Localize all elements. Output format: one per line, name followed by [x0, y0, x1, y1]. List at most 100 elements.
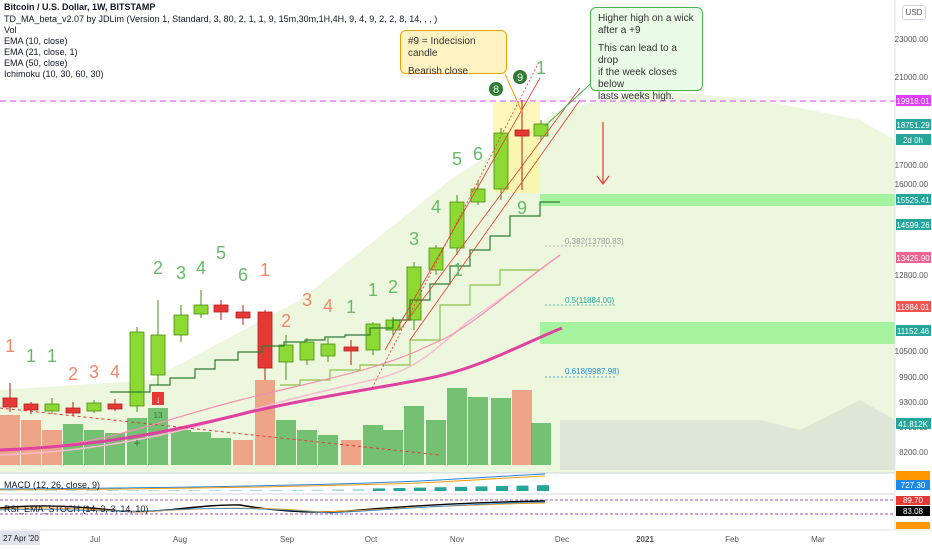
macd-hist-bar — [86, 490, 98, 491]
price-tick: 10500.00 — [895, 347, 929, 356]
support-zone-upper — [540, 194, 895, 206]
td-count-green: 4 — [196, 258, 206, 278]
chart-title: Bitcoin / U.S. Dollar, 1W, BITSTAMP — [4, 2, 156, 12]
trend-line-5 — [0, 407, 441, 456]
volume-bar — [426, 420, 446, 465]
higher-high-line4: if the week closes below — [598, 67, 677, 90]
ema-21 — [0, 254, 561, 451]
fib-label-0382: 0.382(13780.83) — [565, 237, 624, 246]
indicator-ema-21[interactable]: EMA (21, close, 1) — [4, 47, 78, 57]
indicator-ichimoku[interactable]: Ichimoku (10, 30, 60, 30) — [4, 69, 104, 79]
ema-10 — [0, 254, 561, 456]
higher-high-line3: This can lead to a drop — [598, 43, 677, 66]
buy-signal-plus: + — [133, 436, 140, 450]
td-count-green: 1 — [368, 280, 378, 300]
td-count-green: 4 — [431, 197, 441, 217]
indicator-ema-50[interactable]: EMA (50, close) — [4, 58, 68, 68]
candle-body — [129, 331, 145, 407]
candle-body — [86, 402, 102, 412]
time-label: Nov — [450, 535, 464, 544]
candle-body — [44, 403, 60, 412]
price-tick: 17000.00 — [895, 161, 929, 170]
volume-bar — [21, 420, 41, 465]
higher-high-callout: Higher high on a wick after a +9 This ca… — [590, 7, 703, 102]
trend-line-2 — [384, 77, 541, 351]
candle-body — [235, 311, 251, 319]
volume-bar — [127, 418, 147, 465]
candle-body — [2, 397, 18, 408]
price-tick: 16000.00 — [895, 180, 929, 189]
volume-bar — [404, 406, 424, 465]
macd-hist-bar — [414, 487, 426, 491]
price-axis-labels: 19918.01 18751.29 2d 0h 15525.41 14599.26 134… — [896, 95, 931, 429]
volume-bar — [491, 398, 511, 465]
time-label: Oct — [365, 535, 378, 544]
candle-body — [107, 403, 123, 410]
volume-bar — [383, 430, 403, 465]
price-label-badge — [896, 219, 931, 230]
macd-histogram — [4, 485, 549, 491]
higher-high-line5: lasts weeks high. — [598, 91, 675, 102]
td-count-red: 2 — [281, 311, 291, 331]
price-label-badge — [896, 418, 931, 429]
ema-50 — [0, 326, 563, 452]
price-label-badge — [896, 95, 931, 106]
indicator-vol[interactable]: Vol — [4, 25, 17, 35]
trend-line-1 — [371, 59, 541, 389]
volume-bar — [211, 438, 231, 465]
td-stair-upper — [110, 201, 560, 393]
rsi-value-text-1: 89.70 — [903, 496, 924, 505]
currency-button[interactable]: USD — [902, 5, 926, 20]
ichimoku-future-cloud — [560, 400, 895, 470]
rsi-line-blue — [0, 501, 546, 514]
macd-hist-bar — [291, 490, 303, 491]
price-axis-bg — [895, 0, 932, 530]
indicator-ema-10[interactable]: EMA (10, close) — [4, 36, 68, 46]
candle-body — [23, 403, 39, 411]
td-count-green: 1 — [26, 346, 36, 366]
candle-body — [320, 343, 336, 357]
td-count-green: 9 — [517, 198, 527, 218]
td-count-red: 1 — [5, 336, 15, 356]
td-count-green: 5 — [452, 149, 462, 169]
macd-hist-bar — [373, 488, 385, 491]
macd-label: MACD (12, 26, close, 9) — [4, 480, 100, 490]
macd-hist-bar — [188, 490, 201, 491]
candle-body — [257, 311, 273, 369]
candle-body — [278, 344, 294, 363]
rsi-line-black — [0, 500, 546, 513]
rsi-label: RSI_EMA_STOCH (14, 3, 3, 14, 10) — [4, 504, 148, 514]
price-label-text: 14599.26 — [896, 221, 930, 230]
macd-hist-bar — [24, 490, 37, 491]
macd-hist-bar — [332, 489, 344, 491]
macd-hist-bar — [127, 490, 139, 491]
macd-hist-bar — [209, 490, 221, 491]
macd-hist-bar — [352, 488, 365, 491]
support-zone-lower — [540, 322, 895, 344]
volume-bar — [0, 415, 20, 465]
fib-label-0618: 0.618(9987.98) — [565, 367, 620, 376]
candle-body — [428, 247, 444, 271]
price-tick: 8200.00 — [899, 448, 928, 457]
macd-value-badge-orange — [896, 471, 930, 480]
candle-body — [173, 314, 189, 336]
macd-hist-bar — [516, 485, 529, 491]
time-label: Jul — [90, 535, 100, 544]
price-label-text: 13425.90 — [896, 254, 930, 263]
indicator-td-ma[interactable]: TD_MA_beta_v2.07 by JDLim (Version 1, St… — [4, 14, 438, 24]
price-label-text: 15525.41 — [896, 196, 930, 205]
time-label: Mar — [811, 535, 825, 544]
volume-bar — [531, 423, 551, 465]
td-circle-8-label: 8 — [493, 84, 499, 96]
td-count-green: 5 — [216, 243, 226, 263]
candle-body — [343, 346, 359, 352]
price-tick: 12800.00 — [895, 271, 929, 280]
rsi-value-badge-1 — [896, 496, 930, 505]
td-count-green: 1 — [346, 297, 356, 317]
price-label-badge — [896, 119, 931, 130]
macd-hist-bar — [434, 487, 447, 491]
price-label-text: 11884.01 — [897, 303, 930, 312]
volume-bar — [468, 397, 488, 465]
